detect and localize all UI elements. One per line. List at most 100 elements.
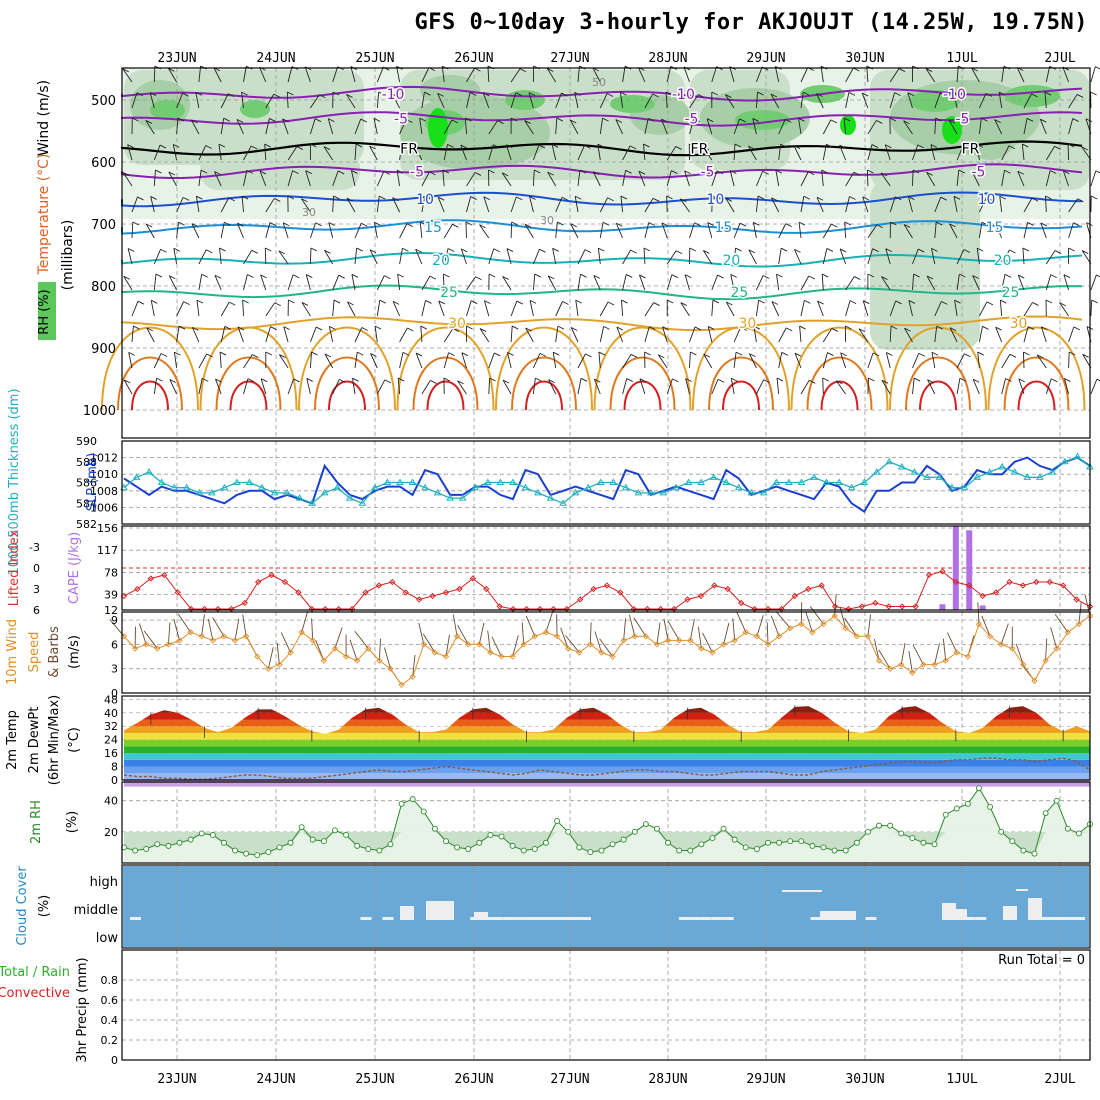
wind-barb-flag: [826, 143, 833, 148]
wind10-point: [387, 665, 394, 672]
wind-barb: [264, 247, 272, 265]
date-label-bottom: 26JUN: [454, 1072, 493, 1087]
wind-barb-flag: [649, 326, 656, 331]
wind-barb: [465, 221, 473, 239]
wind-barb-flag: [711, 91, 719, 96]
wind-barb: [176, 325, 186, 343]
wind-barb: [972, 378, 980, 395]
wind-barb-flag: [898, 68, 906, 72]
wind-barb: [956, 353, 971, 369]
wind-barb: [242, 299, 249, 317]
wind-barb-staff: [1090, 378, 1098, 395]
temp-contour-label: 25: [731, 285, 749, 301]
wind-barb: [332, 378, 346, 395]
wind10-point: [498, 653, 505, 660]
wind-barb: [926, 275, 936, 291]
wind-barb-flag: [876, 224, 884, 229]
wind-barb-staff: [376, 92, 380, 109]
wind-barb-flag: [124, 379, 131, 384]
thickness-point: [885, 457, 894, 465]
wind-barb-staff: [466, 92, 471, 109]
wind10-barb: [276, 642, 280, 665]
wind-barb-flag: [918, 352, 925, 357]
wind-barb: [460, 144, 467, 161]
thickness-point: [1035, 473, 1044, 480]
wind-barb: [703, 353, 713, 369]
wind-barb-staff: [399, 248, 403, 265]
wind-barb-staff: [822, 119, 832, 135]
wind10-barb: [242, 614, 247, 637]
wind-barb: [219, 351, 227, 369]
wind10-barb: [594, 631, 602, 653]
wind-barb-flag: [223, 117, 230, 122]
wind10-point: [243, 633, 250, 640]
wind-barb-flag: [237, 326, 245, 331]
wind-barb: [479, 224, 490, 239]
wind-barb: [167, 67, 177, 83]
wind-barb-flag: [712, 195, 719, 200]
wind-barb-flag: [525, 327, 532, 332]
temp-contour-label: 15: [986, 220, 1004, 236]
t2m-panel: [121, 695, 1091, 781]
wind-barb-staff: [460, 144, 467, 161]
temp-contour-label: -5: [394, 112, 408, 128]
wind-barb-staff: [259, 170, 267, 187]
rh2m-point: [232, 847, 238, 854]
wind-barb-flag: [224, 221, 231, 226]
wind-barb-flag: [173, 143, 180, 148]
wind-barb-flag: [379, 195, 386, 200]
wind-barb-staff: [994, 223, 1003, 239]
wind-barb-staff: [555, 92, 562, 109]
wind-barb-staff: [885, 352, 891, 369]
rh2m-point: [920, 839, 927, 846]
wind-barb-staff: [128, 352, 133, 369]
wind-barb-staff: [243, 170, 248, 187]
wind-barb-staff: [684, 274, 690, 291]
wind-barb-staff: [956, 249, 965, 265]
wind-barb-staff: [1062, 170, 1070, 187]
wind-barb: [861, 92, 869, 109]
wind10-point: [909, 669, 916, 676]
wind-barb-staff: [466, 67, 475, 83]
wind-barb: [770, 93, 780, 109]
wind10-point: [742, 629, 749, 636]
wind-barb: [702, 146, 713, 161]
wind-barb: [577, 273, 587, 291]
wind-barb-flag: [574, 91, 581, 96]
wind-barb-flag: [972, 275, 979, 279]
wind-barb-staff: [145, 223, 155, 239]
wind-barb: [644, 93, 659, 109]
wind-barb-flag: [215, 378, 222, 383]
wind-barb-staff: [711, 274, 718, 291]
wind-barb-flag: [430, 380, 437, 384]
wind-barb-staff: [666, 195, 668, 213]
wind10-point: [298, 629, 305, 636]
wind-barb-flag: [524, 120, 531, 124]
wind-barb-flag: [976, 247, 984, 252]
thickness-point: [534, 488, 542, 496]
wind-barb: [352, 377, 359, 395]
wind-barb-staff: [242, 299, 244, 317]
wind-barb-staff: [1045, 170, 1051, 187]
wind-barb-staff: [912, 274, 915, 291]
wind-barb-staff: [479, 328, 490, 343]
thickness-point: [822, 478, 831, 485]
wind10-barb: [521, 622, 525, 645]
wind-barb-staff: [934, 117, 937, 135]
wind-barb-flag: [607, 197, 614, 202]
boundary-layer-contour: [609, 356, 676, 411]
wind10-point: [764, 641, 772, 648]
wind10-barb: [212, 617, 225, 637]
li-point: [147, 575, 154, 582]
wind-barb: [287, 195, 295, 213]
wind-barb-staff: [324, 353, 334, 369]
wind10-point: [143, 641, 150, 648]
wind-barb-flag: [269, 222, 277, 226]
cloud-bar: [400, 906, 414, 920]
wind-barb: [260, 378, 268, 395]
wind-barb: [1062, 170, 1070, 187]
thickness-point: [1023, 473, 1032, 480]
wind-barb-staff: [415, 352, 423, 369]
wind-barb: [733, 326, 747, 343]
li-point: [389, 578, 396, 586]
